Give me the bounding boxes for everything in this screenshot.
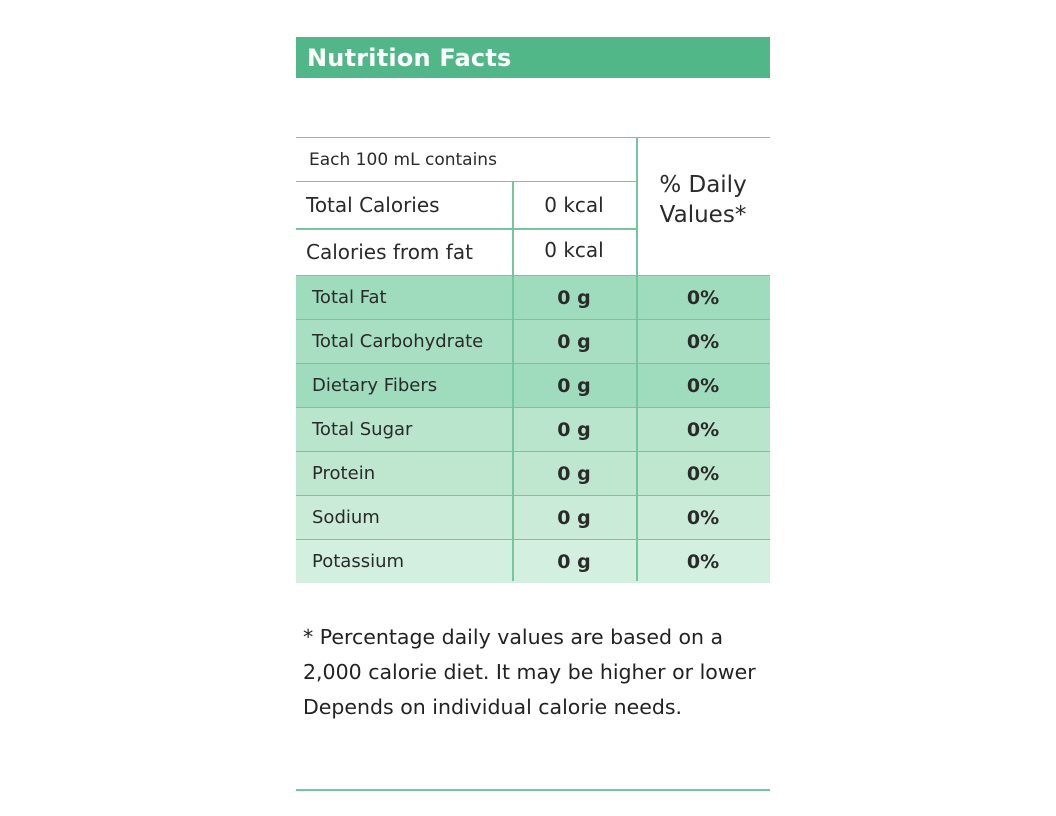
calories-from-fat-label: Calories from fat xyxy=(306,240,473,264)
nutrient-percent: 0% xyxy=(686,286,720,309)
nutrient-percent: 0% xyxy=(686,374,720,397)
nutrient-name: Total Sugar xyxy=(312,419,413,440)
daily-values-heading-line1: % Daily xyxy=(659,171,747,198)
nutrient-amount: 0 g xyxy=(557,462,591,485)
nutrient-percent: 0% xyxy=(686,462,720,485)
nutrient-amount: 0 g xyxy=(557,374,591,397)
nutrient-percent: 0% xyxy=(686,418,720,441)
nutrient-row: Total Carbohydrate 0 g 0% xyxy=(296,319,770,363)
nutrient-row: Sodium 0 g 0% xyxy=(296,495,770,539)
calories-from-fat-value: 0 kcal xyxy=(544,238,604,262)
nutrient-row: Protein 0 g 0% xyxy=(296,451,770,495)
nutrient-amount: 0 g xyxy=(557,330,591,353)
nutrient-name: Total Fat xyxy=(312,287,387,308)
nutrient-row: Potassium 0 g 0% xyxy=(296,539,770,583)
column-divider xyxy=(512,182,514,581)
daily-values-heading: % Daily Values* xyxy=(636,138,770,275)
nutrient-amount: 0 g xyxy=(557,550,591,573)
nutrient-amount: 0 g xyxy=(557,506,591,529)
nutrient-percent: 0% xyxy=(686,506,720,529)
footnote-line: Depends on individual calorie needs. xyxy=(303,695,683,719)
nutrient-name: Potassium xyxy=(312,551,405,572)
nutrition-table: Each 100 mL contains Total Calories 0 kc… xyxy=(296,137,770,583)
nutrient-amount: 0 g xyxy=(557,418,591,441)
nutrient-row: Total Fat 0 g 0% xyxy=(296,275,770,319)
serving-size-label: Each 100 mL contains xyxy=(296,138,636,182)
nutrient-name: Dietary Fibers xyxy=(312,375,438,396)
nutrient-name: Protein xyxy=(312,463,376,484)
divider xyxy=(296,228,636,230)
daily-values-heading-line2: Values* xyxy=(659,201,747,228)
nutrient-percent: 0% xyxy=(686,550,720,573)
nutrition-facts-title: Nutrition Facts xyxy=(296,37,770,78)
nutrient-row: Total Sugar 0 g 0% xyxy=(296,407,770,451)
nutrient-name: Total Carbohydrate xyxy=(312,331,484,352)
footnote-line: * Percentage daily values are based on a xyxy=(303,625,724,649)
nutrient-percent: 0% xyxy=(686,330,720,353)
nutrient-name: Sodium xyxy=(312,507,380,528)
nutrient-amount: 0 g xyxy=(557,286,591,309)
footnote: * Percentage daily values are based on a… xyxy=(303,620,783,725)
total-calories-value: 0 kcal xyxy=(544,193,604,217)
total-calories-label: Total Calories xyxy=(306,193,440,217)
bottom-divider xyxy=(296,789,770,791)
nutrient-row: Dietary Fibers 0 g 0% xyxy=(296,363,770,407)
footnote-line: 2,000 calorie diet. It may be higher or … xyxy=(303,660,756,684)
column-divider xyxy=(636,138,638,581)
